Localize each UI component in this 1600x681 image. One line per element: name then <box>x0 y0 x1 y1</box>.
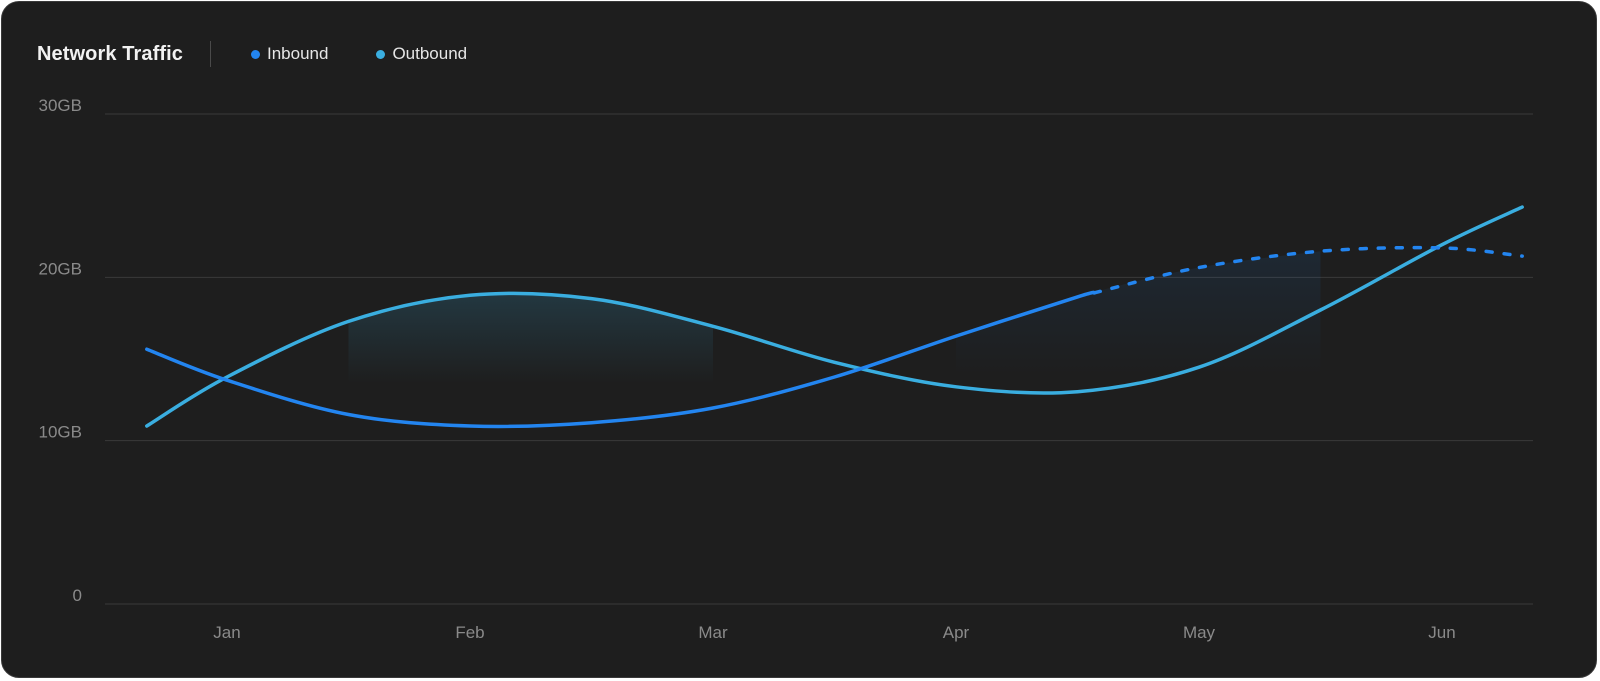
legend-item-outbound[interactable]: Outbound <box>376 44 467 64</box>
header-divider <box>209 41 211 67</box>
series-line-inbound <box>145 290 1097 429</box>
y-tick-label: 0 <box>73 586 82 605</box>
y-tick-label: 10GB <box>39 423 82 442</box>
y-tick-label: 20GB <box>39 259 82 278</box>
area-fills <box>348 251 1321 384</box>
x-tick-label: Jun <box>1428 623 1455 642</box>
x-axis: Jan Feb Mar Apr May Jun <box>213 623 1455 642</box>
series-lines <box>145 205 1524 429</box>
inbound-area-fill <box>956 251 1321 376</box>
x-tick-label: Jan <box>213 623 240 642</box>
x-tick-label: Apr <box>943 623 970 642</box>
legend-label-inbound: Inbound <box>266 44 329 63</box>
outbound-dot-icon <box>376 49 386 59</box>
y-axis: 30GB 20GB 10GB 0 <box>39 96 82 605</box>
series-line-outbound <box>145 205 1524 428</box>
y-tick-label: 30GB <box>39 96 82 115</box>
chart-title: Network Traffic <box>37 42 183 65</box>
inbound-dot-icon <box>250 49 260 59</box>
legend-item-inbound[interactable]: Inbound <box>250 44 329 64</box>
legend-label-outbound: Outbound <box>392 44 468 63</box>
outbound-area-fill <box>348 293 713 384</box>
x-tick-label: May <box>1183 623 1216 642</box>
x-tick-label: Mar <box>698 623 728 642</box>
x-tick-label: Feb <box>455 623 484 642</box>
chart-header: Network Traffic Inbound Outbound <box>37 40 515 68</box>
series-line-inbound-projected <box>1092 245 1524 295</box>
